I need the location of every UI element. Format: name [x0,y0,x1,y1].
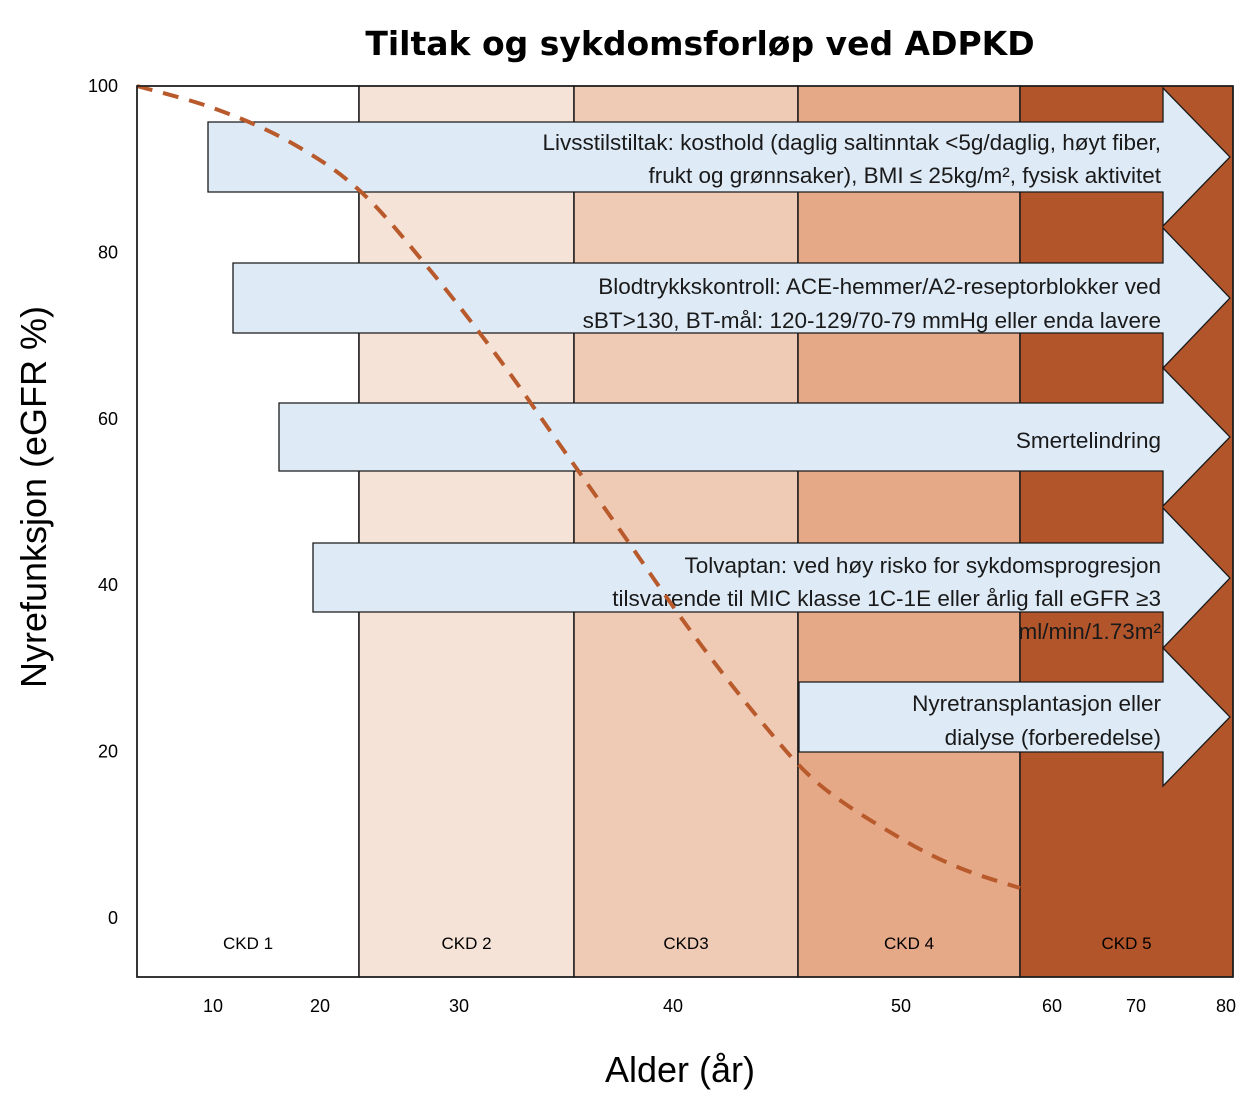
x-tick-label: 10 [203,996,223,1016]
y-axis-ticks: 100 80 60 40 20 0 [88,76,118,928]
arrow-text-line: ml/min/1.73m² [1018,619,1161,644]
y-tick-label: 40 [98,575,118,595]
x-tick-label: 60 [1042,996,1062,1016]
band-ckd3 [573,85,799,978]
band-ckd-1 [136,85,360,978]
band-label-ckd-5: CKD 5 [1101,934,1151,953]
arrow-text-line: Blodtrykkskontroll: ACE-hemmer/A2-resept… [598,274,1161,299]
y-axis-label: Nyrefunksjon (eGFR %) [13,306,54,688]
egfr-decline-curve [136,84,1021,890]
y-tick-label: 0 [108,908,118,928]
chart-title: Tiltak og sykdomsforløp ved ADPKD [365,24,1034,63]
treatment-arrows: Livsstilstiltak: kosthold (daglig saltin… [207,86,1231,788]
arrow-text-line: frukt og grønnsaker), BMI ≤ 25kg/m², fys… [649,163,1162,188]
y-tick-label: 100 [88,76,118,96]
arrow-text-line: sBT>130, BT-mål: 120-129/70-79 mmHg elle… [583,308,1161,333]
arrow-shape [278,366,1231,508]
y-tick-label: 80 [98,242,118,262]
band-ckd-4 [797,85,1021,978]
arrow-shape [207,86,1231,228]
arrow-text-line: Livsstilstiltak: kosthold (daglig saltin… [543,130,1161,155]
x-tick-label: 30 [449,996,469,1016]
x-tick-label: 40 [663,996,683,1016]
arrow-transplant: Nyretransplantasjon eller dialyse (forber… [798,646,1231,788]
arrow-text-line: Tolvaptan: ved høy risko for sykdomsprog… [685,553,1161,578]
arrow-blood-pressure: Blodtrykkskontroll: ACE-hemmer/A2-resept… [232,226,1231,370]
x-axis-ticks: 10 20 30 40 50 60 70 80 [203,996,1236,1016]
plot-frame [136,85,1234,978]
arrow-shape [798,646,1231,788]
arrow-text-line: dialyse (forberedelse) [945,725,1161,750]
y-tick-label: 60 [98,409,118,429]
band-label-ckd-1: CKD 1 [223,934,273,953]
arrow-pain-relief: Smertelindring [278,366,1231,508]
x-tick-label: 70 [1126,996,1146,1016]
arrow-text-line: tilsvarende til MIC klasse 1C-1E eller å… [612,586,1161,611]
x-tick-label: 80 [1216,996,1236,1016]
x-tick-label: 20 [310,996,330,1016]
arrow-tolvaptan: Tolvaptan: ved høy risko for sykdomsprog… [312,506,1231,650]
band-ckd-2 [358,85,575,978]
arrow-lifestyle: Livsstilstiltak: kosthold (daglig saltin… [207,86,1231,228]
band-label-ckd-2: CKD 2 [441,934,491,953]
x-axis-label: Alder (år) [605,1049,755,1090]
arrow-text-line: Smertelindring [1016,428,1161,453]
arrow-shape [232,226,1231,370]
band-label-ckd-4: CKD 4 [884,934,934,953]
arrow-text-line: Nyretransplantasjon eller [912,691,1161,716]
band-ckd-5 [1019,85,1234,978]
x-tick-label: 50 [891,996,911,1016]
y-tick-label: 20 [98,742,118,762]
arrow-shape [312,506,1231,650]
band-label-ckd3: CKD3 [663,934,708,953]
ckd-stage-bands: CKD 1 CKD 2 CKD3 CKD 4 CKD 5 [136,85,1234,978]
